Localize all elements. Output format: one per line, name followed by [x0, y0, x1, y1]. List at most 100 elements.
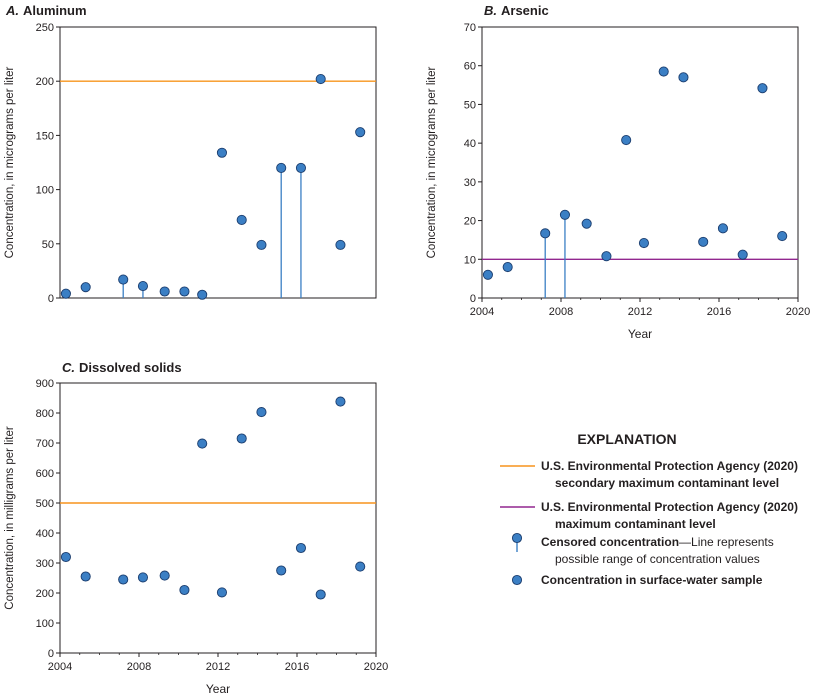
p1-data-point-9	[678, 72, 689, 83]
p2-data-point-0	[60, 551, 71, 563]
legend-item-1-line2: secondary maximum contaminant level	[555, 476, 779, 490]
panel-aluminum: A. Aluminum 0 50 100 150 200 250 Concentration,…	[4, 3, 377, 305]
p2-y-tick-label-2: 200	[36, 588, 54, 600]
p0-data-point-5	[179, 286, 190, 297]
p1-data-point-0	[482, 269, 493, 280]
p2-y-tick-label-8: 800	[36, 408, 54, 420]
p0-axes-frame	[59, 26, 377, 299]
p2-data-point-11	[295, 542, 307, 554]
p1-data-point-12	[737, 249, 748, 260]
p0-y-tick-label-0: 0	[48, 293, 54, 305]
p0-y-axis-label: Concentration, in micrograms per liter	[4, 66, 16, 258]
p1-x-tick-label-4: 2020	[786, 306, 810, 318]
legend-censored-label: Censored concentration	[541, 535, 679, 549]
p1-y-tick-label-6: 60	[464, 61, 476, 73]
p2-data-point-12	[315, 589, 326, 600]
panel-a-letter: A.	[5, 3, 19, 18]
p1-data-point-11	[717, 223, 729, 234]
p2-y-axis-label: Concentration, in milligrams per liter	[4, 426, 16, 610]
panel-b-letter: B.	[484, 3, 497, 18]
p2-data-point-9	[256, 407, 267, 418]
p2-x-tick-label-2: 2012	[206, 661, 230, 673]
p2-data-point-3	[137, 572, 148, 583]
p1-data-point-3	[559, 209, 571, 220]
p2-data-point-14	[355, 561, 366, 572]
p2-y-tick-label-7: 700	[36, 438, 54, 450]
p1-x-tick-label-2: 2012	[628, 306, 652, 318]
p1-data-point-2	[540, 228, 551, 239]
p0-data-point-7	[216, 147, 227, 158]
p2-data-point-1	[80, 571, 91, 582]
p2-y-tick-label-0: 0	[48, 648, 54, 660]
p1-y-tick-label-1: 10	[464, 254, 476, 266]
p1-y-tick-label-5: 50	[464, 99, 476, 111]
p1-data-point-10	[698, 236, 709, 247]
p0-data-point-6	[197, 289, 208, 300]
p1-x-axis-label: Year	[628, 327, 652, 341]
p0-data-point-14	[355, 127, 366, 138]
p2-x-tick-label-3: 2016	[285, 661, 309, 673]
legend-item-4-label: Concentration in surface-water sample	[541, 573, 763, 587]
p0-data-point-11	[295, 162, 307, 173]
panel-c-letter: C.	[62, 360, 75, 375]
p2-data-point-7	[216, 587, 227, 598]
p1-y-axis-label: Concentration, in micrograms per liter	[426, 66, 438, 258]
p0-data-point-13	[335, 239, 346, 250]
legend: EXPLANATION U.S. Environmental Protectio…	[500, 431, 798, 587]
panel-a-title: A. Aluminum	[5, 3, 87, 18]
p0-data-point-9	[256, 239, 267, 250]
panel-c-title: C. Dissolved solids	[62, 360, 182, 375]
p1-data-point-4	[581, 218, 592, 229]
p0-data-point-3	[137, 281, 148, 292]
p2-axes-frame	[59, 382, 377, 654]
panel-dissolved-solids: C. Dissolved solids 0 100 200 300 400 500 600 70…	[4, 360, 388, 696]
p2-data-point-8	[236, 433, 247, 444]
p2-data-point-5	[179, 584, 190, 596]
p1-data-point-5	[601, 251, 612, 262]
panel-arsenic: B. Arsenic 0 10 20 30 40 50 60 70 2004 2008 2012 201…	[426, 3, 810, 341]
legend-title: EXPLANATION	[577, 431, 676, 447]
p2-data-point-6	[197, 438, 208, 449]
p2-x-tick-label-4: 2020	[364, 661, 388, 673]
p1-axes-frame	[481, 26, 799, 299]
legend-censored-note: —Line represents	[679, 535, 774, 549]
p2-y-tick-label-3: 300	[36, 558, 54, 570]
p2-y-tick-label-4: 400	[36, 528, 54, 540]
p0-data-point-4	[159, 286, 170, 297]
panel-a-name: Aluminum	[23, 3, 87, 18]
p2-x-tick-label-1: 2008	[127, 661, 151, 673]
p0-y-tick-label-1: 50	[42, 239, 54, 251]
p1-y-tick-label-3: 30	[464, 177, 476, 189]
p2-data-point-2	[118, 574, 129, 585]
p2-data-point-4	[159, 570, 170, 581]
legend-item-2-line1: U.S. Environmental Protection Agency (20…	[541, 500, 798, 514]
p2-data-point-10	[276, 565, 287, 576]
legend-censored-dot-swatch	[511, 532, 523, 544]
p0-data-point-12	[315, 73, 326, 85]
p1-x-tick-label-0: 2004	[470, 306, 494, 318]
p2-y-tick-label-5: 500	[36, 498, 54, 510]
p2-y-tick-label-1: 100	[36, 618, 54, 630]
p0-data-point-8	[236, 214, 247, 226]
p2-data-point-13	[335, 396, 346, 407]
p0-data-point-0	[60, 288, 71, 299]
p1-data-point-8	[658, 66, 669, 77]
legend-dot-swatch	[511, 574, 523, 586]
p0-y-tick-label-5: 250	[36, 22, 54, 34]
p1-y-tick-label-4: 40	[464, 138, 476, 150]
p1-data-point-7	[638, 237, 650, 249]
p1-data-point-6	[621, 134, 632, 146]
legend-item-2-line2: maximum contaminant level	[555, 517, 716, 531]
p1-data-point-13	[757, 83, 768, 94]
p1-y-tick-label-2: 20	[464, 216, 476, 228]
legend-item-3-line1: Censored concentration—Line represents	[541, 535, 774, 549]
p1-y-tick-label-7: 70	[464, 22, 476, 34]
p2-x-axis-label: Year	[206, 682, 230, 696]
panel-b-name: Arsenic	[501, 3, 549, 18]
p0-y-tick-label-2: 100	[36, 185, 54, 197]
p1-data-point-1	[502, 261, 513, 273]
p1-y-tick-label-0: 0	[470, 293, 476, 305]
p1-x-tick-label-3: 2016	[707, 306, 731, 318]
p2-y-tick-label-9: 900	[36, 378, 54, 390]
